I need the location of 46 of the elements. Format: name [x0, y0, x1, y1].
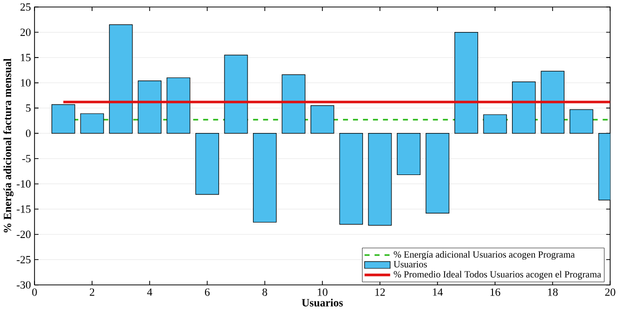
y-tick-label: 15	[20, 54, 31, 62]
x-tick-label: 16	[490, 288, 500, 296]
bar	[454, 32, 478, 134]
bar	[224, 54, 248, 134]
y-tick-label: -10	[16, 180, 31, 188]
x-tick-label: 12	[375, 288, 385, 296]
y-tick-label: -5	[22, 155, 31, 162]
bar	[483, 114, 507, 134]
x-tick-label: 10	[318, 288, 328, 296]
bar	[282, 74, 306, 134]
y-axis-title: % Energía adicional factura mensual	[3, 58, 14, 233]
y-tick-label: -20	[16, 230, 31, 238]
x-tick-label: 4	[147, 288, 152, 296]
bar	[310, 105, 334, 134]
legend-label: % Energía adicional Usuarios acogen Programa	[394, 251, 575, 260]
y-tick-label: 5	[26, 104, 31, 112]
bar	[368, 133, 392, 226]
y-tick-label: 10	[20, 79, 31, 87]
bar	[80, 113, 104, 134]
x-tick-label: 18	[548, 288, 558, 296]
y-tick-label: -15	[16, 206, 31, 213]
x-tick-label: 6	[204, 288, 210, 296]
y-tick-label: 20	[20, 28, 31, 36]
bar	[109, 24, 133, 134]
x-axis-title: Usuarios	[302, 298, 343, 307]
x-tick-label: 8	[262, 288, 268, 296]
bar	[195, 133, 220, 195]
x-tick-label: 14	[432, 288, 443, 296]
bar	[512, 82, 536, 134]
legend-label: Usuarios	[394, 261, 427, 268]
bar	[396, 133, 421, 176]
legend-label: % Promedio Ideal Todos Usuarios acogen el Programa	[394, 270, 602, 280]
bar	[138, 80, 162, 134]
x-tick-label: 20	[605, 288, 616, 296]
y-tick-label: -30	[16, 281, 31, 289]
bar	[426, 133, 450, 214]
x-tick-label: 0	[32, 288, 37, 296]
y-tick-label: 25	[20, 3, 31, 11]
x-tick-label: 2	[90, 288, 94, 296]
bar	[570, 109, 594, 134]
bar	[252, 133, 277, 223]
y-tick-label: 0	[26, 130, 31, 138]
bar	[52, 104, 76, 134]
bar	[339, 133, 363, 225]
y-tick-label: -25	[16, 256, 31, 264]
bar	[540, 70, 564, 134]
